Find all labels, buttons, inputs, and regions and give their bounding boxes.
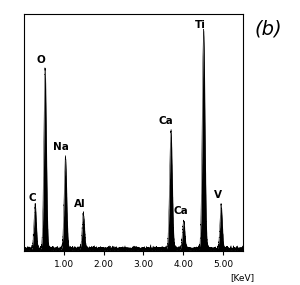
Text: V: V [214, 190, 222, 200]
Text: (b): (b) [255, 20, 283, 39]
Text: O: O [36, 55, 45, 65]
Text: Na: Na [53, 142, 69, 152]
Text: Al: Al [74, 199, 86, 209]
Text: Ca: Ca [159, 116, 173, 126]
Text: C: C [28, 193, 36, 203]
Text: Ti: Ti [195, 20, 206, 30]
Text: [KeV]: [KeV] [230, 273, 254, 282]
Text: Ca: Ca [173, 206, 188, 216]
